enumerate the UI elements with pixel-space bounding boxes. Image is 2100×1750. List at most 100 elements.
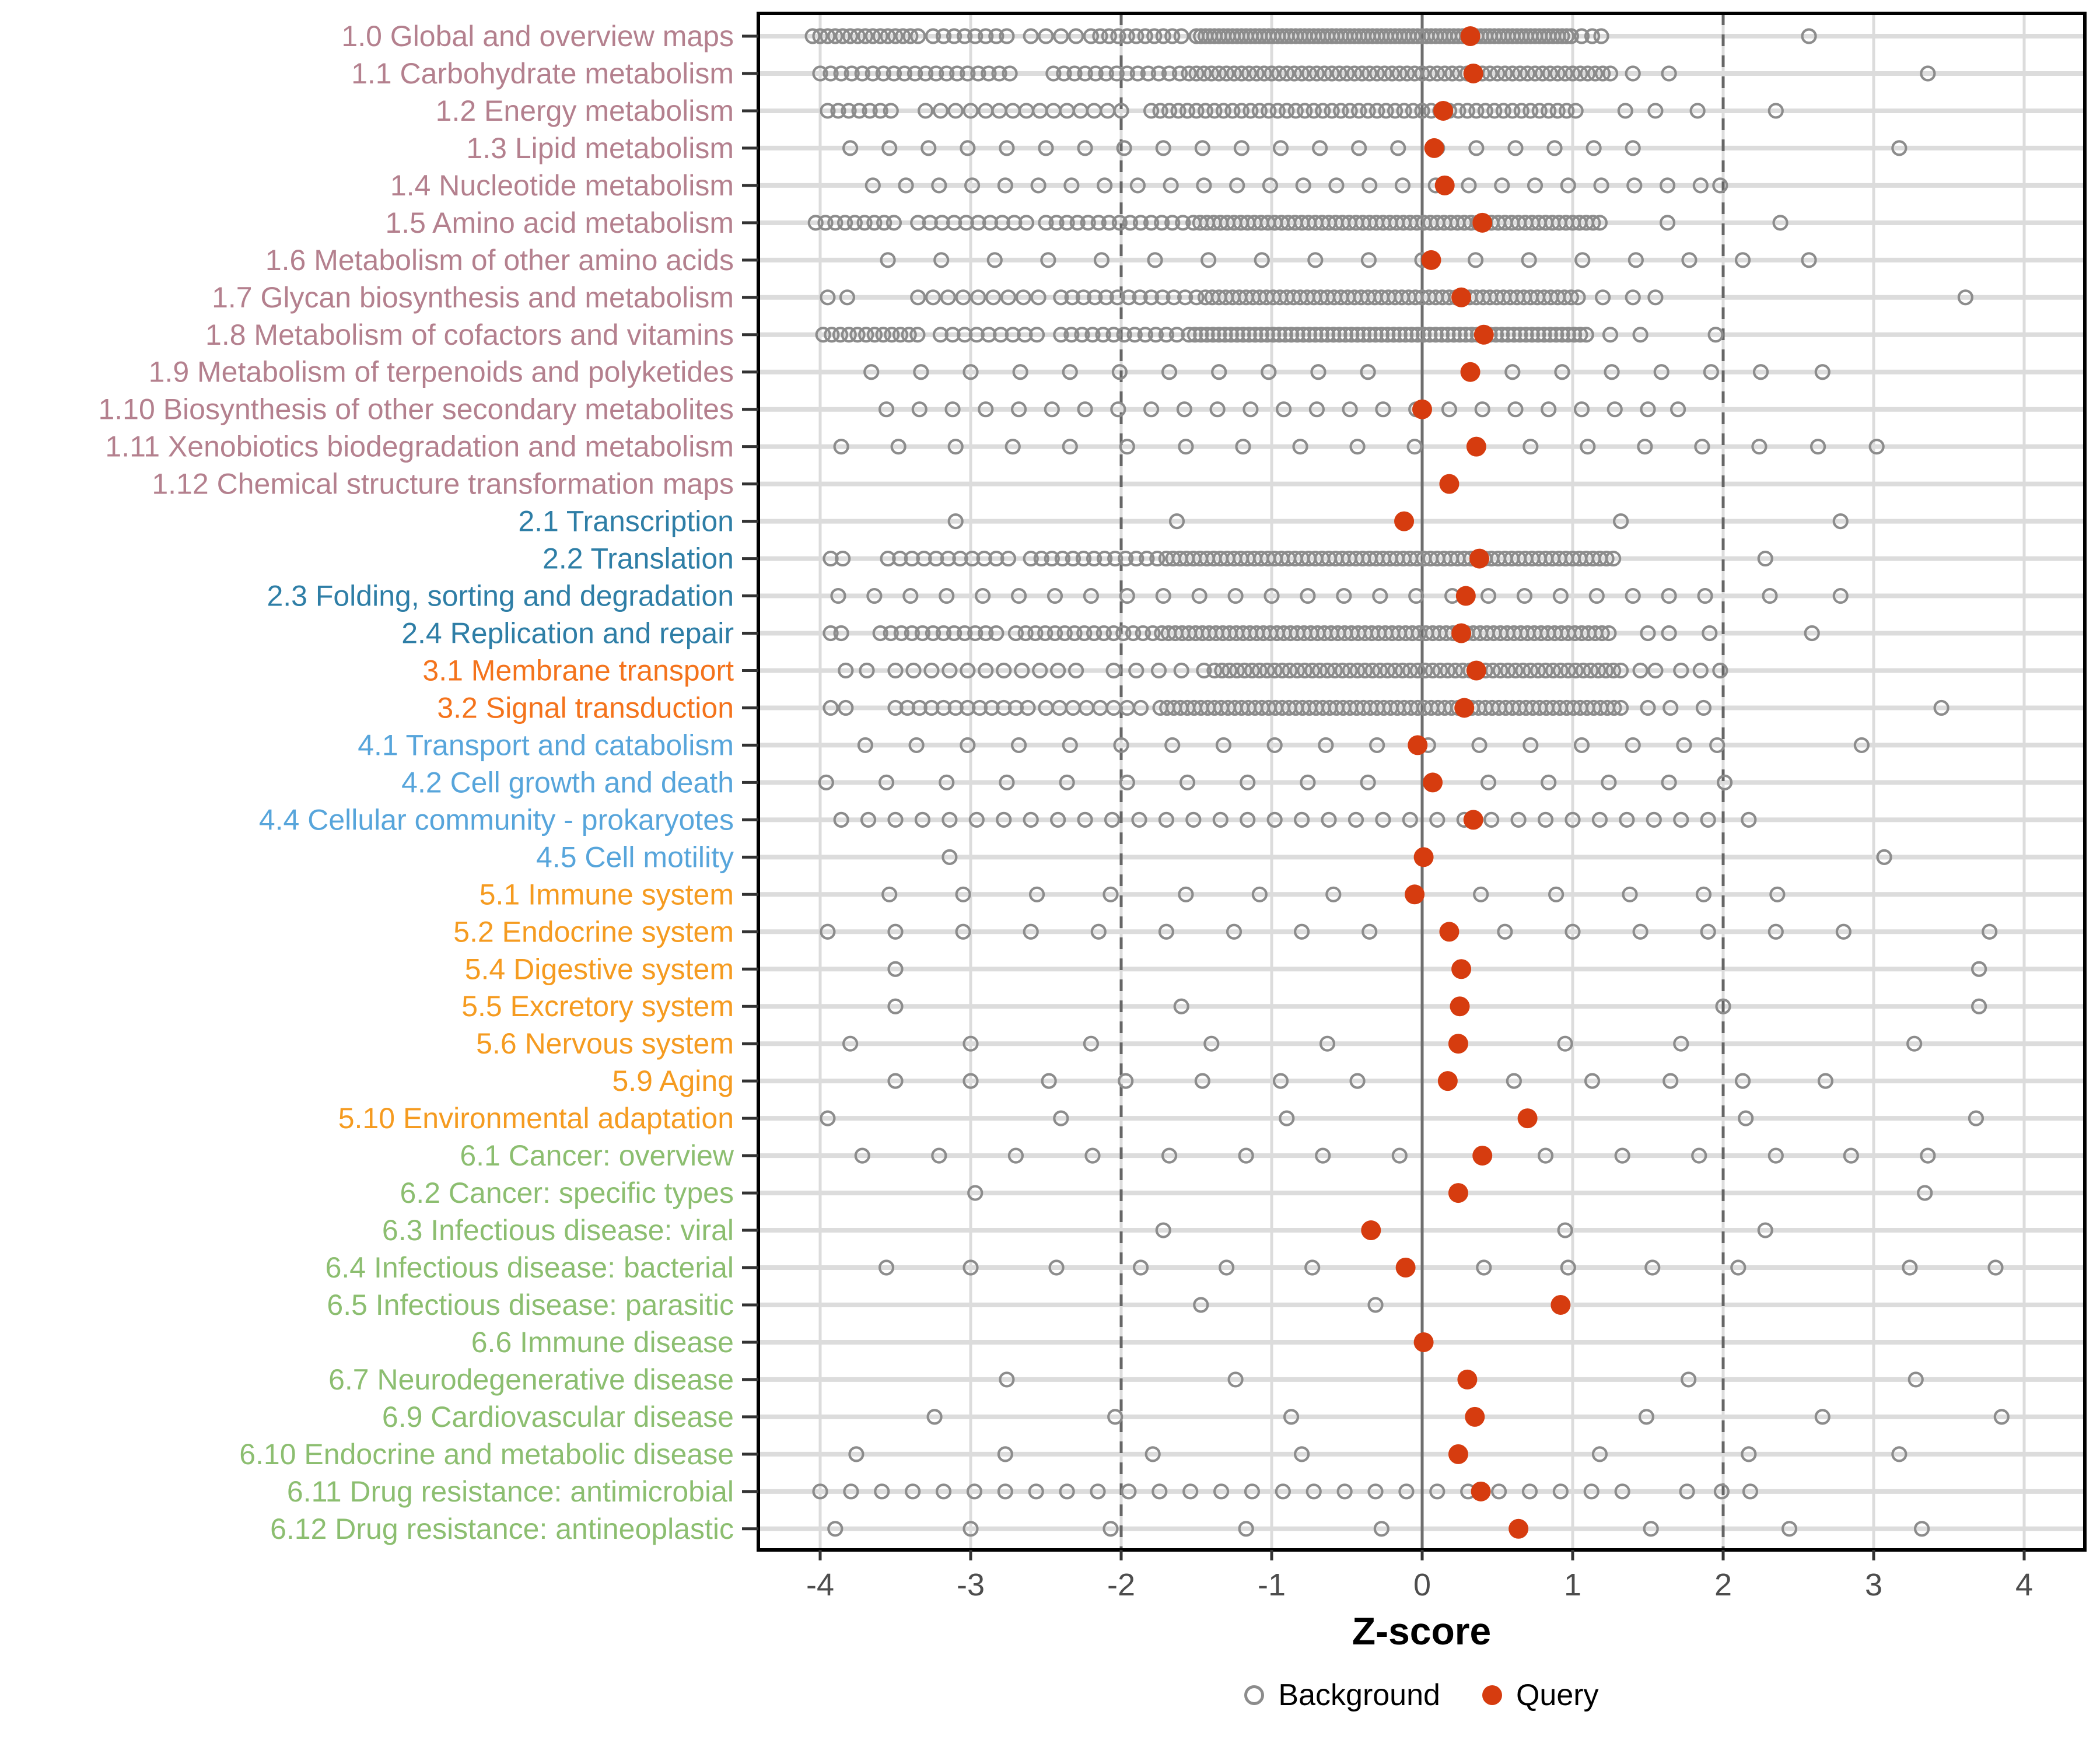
- background-point: [804, 28, 821, 44]
- x-tick-label: 4: [2015, 1567, 2033, 1602]
- background-point: [1062, 364, 1078, 380]
- category-row: [1193, 1294, 1571, 1315]
- background-point: [1537, 1147, 1554, 1164]
- background-point: [1594, 625, 1610, 642]
- background-point: [1659, 177, 1676, 194]
- background-point: [1968, 1110, 1985, 1126]
- background-point: [1367, 1483, 1384, 1500]
- background-point: [984, 699, 1000, 716]
- background-point: [1554, 364, 1570, 380]
- background-point: [1253, 327, 1269, 343]
- background-point: [1357, 662, 1373, 679]
- background-point: [957, 327, 973, 343]
- background-point: [1264, 587, 1280, 604]
- background-point: [1614, 1483, 1630, 1500]
- background-point: [886, 215, 902, 231]
- background-point: [967, 28, 984, 44]
- background-legend-marker-icon: [1244, 1685, 1265, 1705]
- background-point: [1520, 65, 1536, 82]
- background-point: [1933, 699, 1950, 716]
- background-point: [1580, 65, 1596, 82]
- background-point: [1229, 327, 1245, 343]
- background-point: [1077, 401, 1093, 418]
- background-point: [1005, 327, 1021, 343]
- background-point: [1640, 625, 1656, 642]
- background-point: [1461, 177, 1477, 194]
- category-label: 1.5 Amino acid metabolism: [385, 206, 734, 239]
- background-point: [1075, 289, 1092, 306]
- background-point: [1643, 1521, 1659, 1537]
- category-label: 6.12 Drug resistance: antineoplastic: [270, 1513, 734, 1545]
- query-point: [1451, 623, 1472, 643]
- background-point: [1017, 327, 1033, 343]
- background-point: [1574, 252, 1591, 268]
- background-point: [875, 327, 891, 343]
- background-point: [1044, 550, 1060, 567]
- background-point: [1917, 1185, 1933, 1201]
- background-point: [1575, 662, 1591, 679]
- background-point: [1111, 364, 1128, 380]
- background-point: [820, 289, 836, 306]
- background-point: [1294, 65, 1310, 82]
- background-point: [1277, 327, 1293, 343]
- background-point: [917, 103, 934, 119]
- background-point: [1853, 737, 1870, 754]
- background-point: [893, 625, 909, 642]
- background-point: [1179, 774, 1196, 791]
- background-point: [1182, 1483, 1199, 1500]
- background-point: [1647, 289, 1664, 306]
- background-point: [1144, 625, 1161, 642]
- background-point: [1563, 289, 1580, 306]
- category-label: 1.6 Metabolism of other amino acids: [265, 244, 734, 276]
- background-point: [1147, 252, 1163, 268]
- query-point: [1451, 287, 1472, 307]
- background-point: [1375, 811, 1391, 828]
- background-point: [963, 1521, 979, 1537]
- background-point: [904, 625, 920, 642]
- background-point: [1107, 550, 1124, 567]
- background-point: [1446, 327, 1462, 343]
- query-point: [1421, 250, 1441, 270]
- background-point: [1601, 774, 1617, 791]
- background-point: [859, 662, 875, 679]
- background-point: [1226, 65, 1242, 82]
- background-point: [822, 65, 839, 82]
- background-point: [1315, 1147, 1331, 1164]
- background-point: [1679, 1483, 1695, 1500]
- background-point: [1982, 923, 1998, 940]
- background-point: [960, 662, 976, 679]
- background-point: [1325, 327, 1342, 343]
- background-point: [1625, 65, 1641, 82]
- background-point: [1289, 662, 1306, 679]
- background-point: [1920, 65, 1936, 82]
- background-point: [892, 327, 909, 343]
- background-point: [1018, 215, 1035, 231]
- category-label: 1.7 Glycan biosynthesis and metabolism: [212, 281, 734, 314]
- background-point: [1709, 737, 1726, 754]
- background-point: [1310, 364, 1326, 380]
- background-point: [872, 103, 888, 119]
- background-point: [1084, 1147, 1101, 1164]
- background-point: [1542, 327, 1558, 343]
- background-point: [1147, 327, 1164, 343]
- background-point: [1497, 923, 1513, 940]
- background-point: [1030, 289, 1046, 306]
- background-point: [1477, 103, 1493, 119]
- background-point: [1993, 1409, 2010, 1425]
- background-point: [1128, 550, 1144, 567]
- category-label: 4.1 Transport and catabolism: [358, 729, 734, 761]
- background-point: [875, 65, 891, 82]
- background-point: [1541, 774, 1557, 791]
- background-point: [1473, 886, 1489, 902]
- background-point: [1572, 65, 1588, 82]
- background-point: [1843, 1147, 1859, 1164]
- legend-item-background: Background: [1244, 1678, 1440, 1713]
- background-point: [907, 65, 923, 82]
- background-point: [1119, 774, 1135, 791]
- query-point: [1508, 1518, 1529, 1539]
- background-point: [1259, 327, 1275, 343]
- background-point: [1427, 327, 1444, 343]
- background-point: [1297, 662, 1313, 679]
- background-point: [1695, 699, 1712, 716]
